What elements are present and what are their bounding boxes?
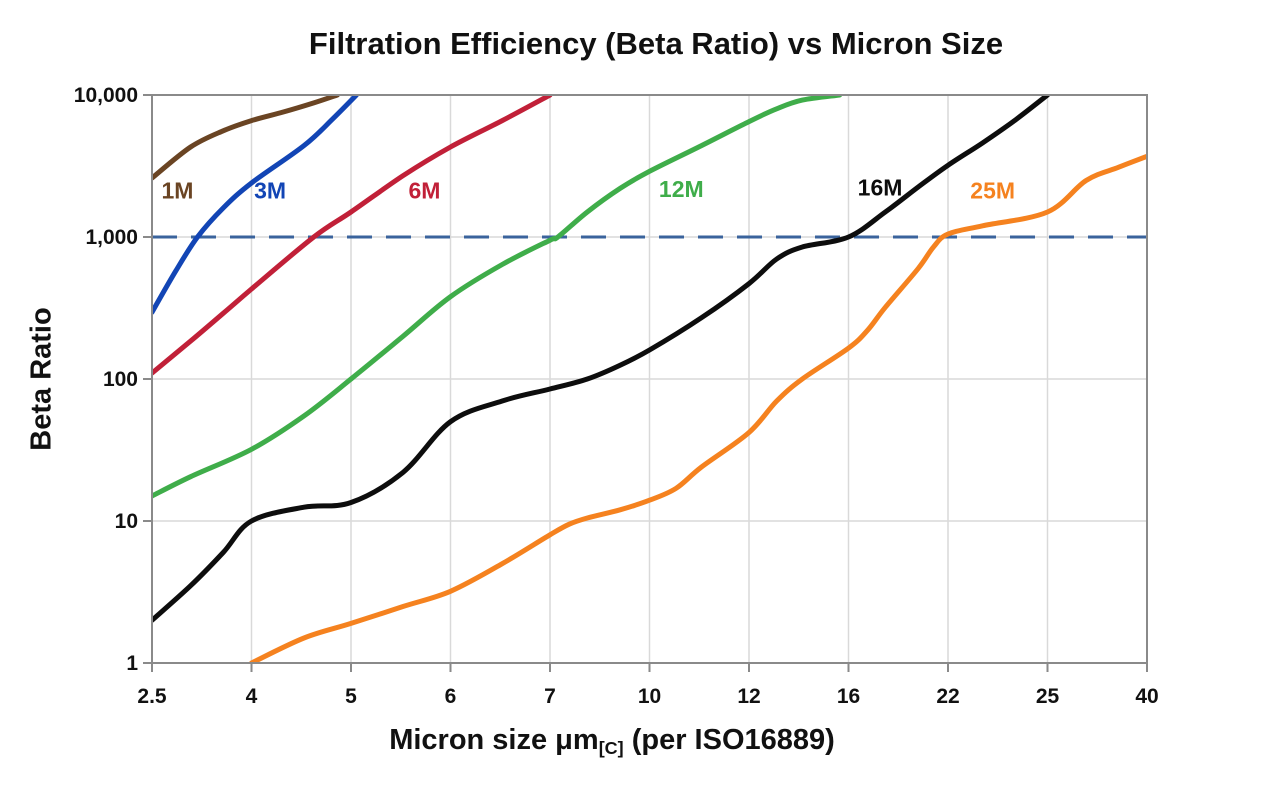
series-label-12M: 12M <box>659 176 704 202</box>
x-tick-label: 12 <box>737 685 760 708</box>
series-label-25M: 25M <box>970 177 1015 203</box>
curve-25M <box>249 153 1147 663</box>
y-tick-label: 1,000 <box>85 226 138 249</box>
y-tick-label: 10 <box>115 510 138 533</box>
y-tick-label: 100 <box>103 368 138 391</box>
x-tick-label: 16 <box>837 685 860 708</box>
x-tick-label: 6 <box>445 685 457 708</box>
y-tick-label: 1 <box>126 652 138 675</box>
x-tick-label: 22 <box>936 685 959 708</box>
x-axis-title-main: Micron size μm <box>389 724 599 756</box>
series-label-1M: 1M <box>162 177 194 203</box>
curve-12M <box>152 95 843 499</box>
x-tick-label: 7 <box>544 685 556 708</box>
x-axis-title-suffix: (per ISO16889) <box>623 724 835 756</box>
y-tick-label: 10,000 <box>74 84 138 107</box>
x-tick-label: 2.5 <box>137 685 167 708</box>
series-label-3M: 3M <box>254 177 286 203</box>
x-tick-label: 25 <box>1036 685 1060 708</box>
series-label-16M: 16M <box>858 174 903 200</box>
x-axis-title-subscript: [C] <box>598 738 624 759</box>
curve-16M <box>152 95 1050 623</box>
x-tick-label: 4 <box>246 685 258 708</box>
curve-1M <box>152 95 340 181</box>
chart-title: Filtration Efficiency (Beta Ratio) vs Mi… <box>308 26 1004 61</box>
curve-3M <box>152 95 359 315</box>
x-tick-label: 40 <box>1135 685 1158 708</box>
x-tick-label: 5 <box>345 685 357 708</box>
x-tick-label: 10 <box>638 685 661 708</box>
series-label-6M: 6M <box>408 177 440 203</box>
curve-6M <box>152 95 553 376</box>
x-axis-title: Micron size μm[C] (per ISO16889) <box>389 724 835 759</box>
